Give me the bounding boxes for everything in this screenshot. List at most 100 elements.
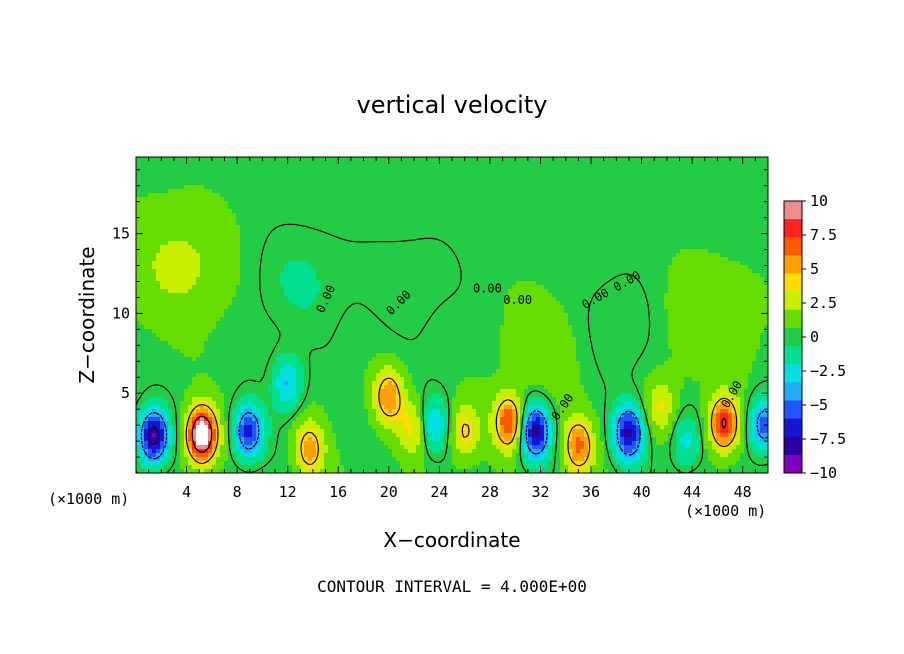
field-cell — [464, 221, 469, 226]
field-cell — [592, 221, 597, 226]
field-cell — [576, 177, 581, 182]
field-cell — [224, 161, 229, 166]
field-cell — [476, 165, 481, 170]
field-cell — [416, 241, 421, 246]
field-cell — [232, 173, 237, 178]
field-cell — [380, 165, 385, 170]
field-cell — [252, 197, 257, 202]
field-cell — [148, 237, 153, 242]
field-cell — [584, 173, 589, 178]
field-cell — [352, 217, 357, 222]
field-cell — [636, 229, 641, 234]
field-cell — [348, 165, 353, 170]
field-cell — [516, 169, 521, 174]
field-cell — [640, 177, 645, 182]
field-cell — [288, 201, 293, 206]
field-cell — [344, 261, 349, 266]
field-cell — [236, 261, 241, 266]
field-cell — [336, 269, 341, 274]
field-cell — [344, 265, 349, 270]
field-cell — [572, 229, 577, 234]
field-cell — [304, 261, 309, 266]
field-cell — [480, 261, 485, 266]
field-cell — [672, 213, 677, 218]
field-cell — [548, 241, 553, 246]
field-cell — [592, 273, 597, 278]
field-cell — [312, 265, 317, 270]
field-cell — [600, 161, 605, 166]
field-cell — [448, 193, 453, 198]
field-cell — [736, 245, 741, 250]
field-cell — [296, 237, 301, 242]
field-cell — [364, 213, 369, 218]
field-cell — [316, 257, 321, 262]
field-cell — [540, 185, 545, 190]
field-cell — [516, 257, 521, 262]
field-cell — [620, 221, 625, 226]
field-cell — [324, 173, 329, 178]
field-cell — [736, 197, 741, 202]
field-cell — [492, 173, 497, 178]
field-cell — [572, 185, 577, 190]
field-cell — [728, 233, 733, 238]
field-cell — [704, 161, 709, 166]
field-cell — [208, 181, 213, 186]
field-cell — [276, 273, 281, 278]
field-cell — [508, 253, 513, 258]
field-cell — [152, 157, 157, 162]
field-cell — [692, 173, 697, 178]
field-cell — [268, 185, 273, 190]
field-cell — [216, 261, 221, 266]
field-cell — [424, 257, 429, 262]
field-cell — [388, 193, 393, 198]
field-cell — [292, 249, 297, 254]
field-cell — [744, 249, 749, 254]
field-cell — [264, 213, 269, 218]
field-cell — [556, 265, 561, 270]
field-cell — [312, 225, 317, 230]
field-cell — [524, 181, 529, 186]
field-cell — [368, 217, 373, 222]
field-cell — [244, 225, 249, 230]
field-cell — [492, 209, 497, 214]
field-cell — [540, 249, 545, 254]
field-cell — [440, 205, 445, 210]
field-cell — [676, 201, 681, 206]
field-cell — [592, 193, 597, 198]
field-cell — [280, 249, 285, 254]
field-cell — [196, 261, 201, 266]
field-cell — [728, 253, 733, 258]
field-cell — [520, 169, 525, 174]
field-cell — [524, 229, 529, 234]
field-cell — [580, 229, 585, 234]
field-cell — [480, 209, 485, 214]
field-cell — [496, 269, 501, 274]
field-cell — [576, 225, 581, 230]
field-cell — [636, 237, 641, 242]
field-cell — [156, 193, 161, 198]
field-cell — [268, 221, 273, 226]
field-cell — [304, 229, 309, 234]
field-cell — [348, 261, 353, 266]
field-cell — [688, 201, 693, 206]
field-cell — [668, 249, 673, 254]
field-cell — [308, 209, 313, 214]
field-cell — [596, 173, 601, 178]
field-cell — [216, 253, 221, 258]
field-cell — [736, 221, 741, 226]
field-cell — [452, 197, 457, 202]
field-cell — [136, 229, 141, 234]
field-cell — [284, 233, 289, 238]
field-cell — [328, 213, 333, 218]
field-cell — [608, 249, 613, 254]
field-cell — [204, 185, 209, 190]
field-cell — [560, 185, 565, 190]
field-cell — [644, 177, 649, 182]
field-cell — [420, 189, 425, 194]
field-cell — [764, 197, 768, 202]
field-cell — [656, 245, 661, 250]
field-cell — [300, 173, 305, 178]
field-cell — [284, 157, 289, 162]
field-cell — [308, 157, 313, 162]
field-cell — [360, 277, 365, 282]
